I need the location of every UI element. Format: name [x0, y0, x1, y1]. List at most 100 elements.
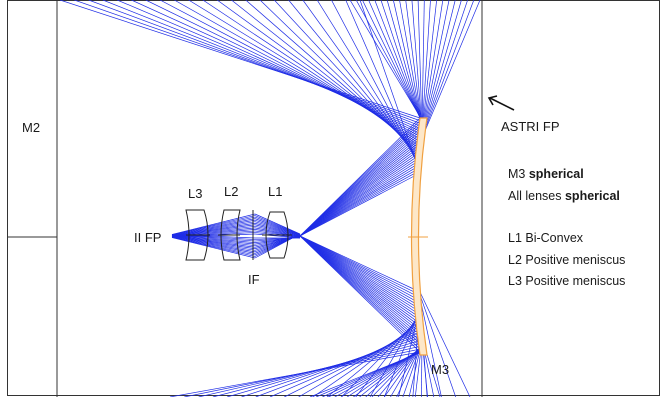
ray-upper-incoming	[131, 0, 421, 132]
ray-upper-incoming	[274, 0, 421, 158]
ray-lower-reflected	[299, 235, 421, 304]
ray-upper-incoming	[117, 0, 421, 129]
ray-upper-right	[349, 0, 423, 121]
ray-upper-incoming	[359, 0, 421, 174]
ray-upper-reflected	[299, 143, 421, 237]
note-lenses-spherical: All lenses spherical	[508, 189, 620, 203]
ray-lens-path	[171, 234, 256, 240]
m3-mirror	[408, 117, 428, 356]
ray-upper-incoming	[88, 0, 421, 124]
ray-upper-incoming	[59, 0, 421, 119]
ray-lens-path	[171, 213, 256, 235]
ray-lens-path	[171, 216, 256, 236]
outer-frame	[7, 0, 660, 396]
ray-upper-right	[399, 0, 423, 127]
ray-upper-right	[421, 0, 462, 136]
ray-lower-incoming	[241, 337, 421, 397]
ray-lens-path	[171, 236, 256, 251]
ray-bundles	[59, 0, 481, 397]
ray-upper-right	[386, 0, 423, 126]
label-m3: M3	[431, 362, 449, 377]
ray-lens-path	[254, 227, 301, 238]
note-m3-spherical: M3 spherical	[508, 167, 584, 181]
ray-lens-path	[171, 218, 256, 236]
ray-lower-incoming	[212, 343, 421, 397]
ray-lower-reflected	[299, 235, 421, 338]
ray-lens-path	[171, 236, 256, 256]
ray-lower-reflected	[299, 235, 421, 316]
note-l3: L3 Positive meniscus	[508, 274, 625, 288]
ray-upper-reflected	[299, 146, 421, 237]
ray-upper-right	[421, 0, 456, 135]
ray-lens-path	[254, 229, 301, 238]
ray-lower-incoming	[284, 328, 421, 397]
ray-lower-reflected	[299, 235, 421, 307]
ray-lens-path	[254, 222, 301, 237]
ray-lower-reflected	[299, 235, 421, 299]
ray-upper-right	[421, 0, 468, 137]
astri-fp-arrow	[487, 95, 515, 111]
ray-lens-path	[254, 224, 301, 237]
ray-upper-right	[421, 0, 438, 133]
ray-lens-path	[171, 233, 256, 238]
ray-lower-reflected	[299, 235, 421, 344]
ray-upper-incoming	[188, 0, 421, 142]
ray-lens-path	[171, 221, 256, 236]
ray-upper-reflected	[299, 162, 421, 237]
ray-lower-incoming	[419, 291, 471, 397]
ray-upper-incoming	[145, 0, 421, 135]
ray-lens-path	[171, 235, 256, 250]
ray-lower-reflected	[299, 235, 421, 333]
ray-lens-path	[171, 234, 256, 242]
ray-lens-path	[171, 235, 256, 248]
lens-group	[185, 209, 292, 261]
ray-upper-right	[362, 0, 423, 122]
ray-lower-right	[377, 344, 423, 397]
ray-upper-reflected	[299, 154, 421, 237]
ray-lower-right	[402, 341, 423, 397]
ray-upper-right	[405, 0, 423, 128]
ray-upper-reflected	[299, 167, 421, 237]
ray-upper-incoming	[288, 0, 421, 161]
ray-lower-incoming	[369, 311, 421, 397]
ray-upper-right	[368, 0, 423, 123]
ray-lens-path	[171, 215, 256, 236]
ray-upper-right	[421, 0, 475, 138]
ray-lower-reflected	[299, 235, 421, 296]
ray-lens-path	[254, 216, 301, 235]
ray-lower-reflected	[299, 235, 421, 330]
ray-lower-right	[384, 343, 423, 397]
label-l1: L1	[268, 184, 282, 199]
ray-upper-reflected	[299, 156, 421, 237]
ray-lower-reflected	[299, 235, 421, 350]
ray-lower-reflected	[299, 235, 421, 341]
ray-upper-reflected	[299, 170, 421, 237]
ray-lens-path	[171, 224, 256, 237]
ray-upper-incoming	[102, 0, 421, 127]
ray-lower-reflected	[299, 235, 421, 321]
ray-upper-right	[421, 0, 450, 134]
ray-upper-incoming	[345, 0, 421, 171]
ray-lens-path	[254, 215, 301, 235]
ray-upper-incoming	[302, 0, 421, 163]
ray-lower-incoming	[383, 309, 421, 397]
ray-lens-path	[254, 213, 301, 235]
ray-upper-reflected	[299, 172, 421, 237]
ray-lens-path	[171, 235, 256, 247]
ray-lens-path	[171, 232, 256, 238]
ray-upper-incoming	[316, 0, 421, 166]
ray-upper-reflected	[299, 159, 421, 237]
ray-lower-reflected	[299, 235, 421, 310]
ray-upper-reflected	[299, 164, 421, 237]
ray-lower-reflected	[299, 235, 421, 336]
ray-lower-reflected	[299, 235, 421, 301]
ray-upper-right	[421, 0, 425, 131]
ray-upper-right	[392, 0, 423, 127]
ray-lens-path	[254, 221, 301, 236]
ray-upper-reflected	[299, 149, 421, 237]
ray-lens-path	[254, 219, 301, 236]
ray-lens-path	[171, 237, 256, 259]
label-m2: M2	[22, 120, 40, 135]
note-l1: L1 Bi-Convex	[508, 231, 584, 245]
